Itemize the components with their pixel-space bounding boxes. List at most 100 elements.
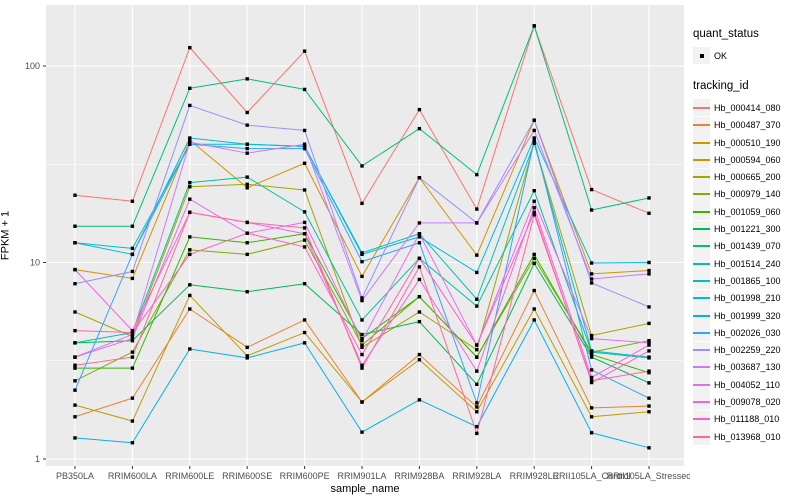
legend-item-label: OK (714, 50, 728, 61)
legend-key-box (693, 289, 710, 307)
data-point (245, 356, 249, 360)
data-point (73, 379, 77, 383)
data-point (188, 210, 192, 215)
data-point (417, 265, 422, 269)
data-point (360, 259, 364, 264)
legend-key-box (693, 168, 710, 186)
data-point (302, 238, 307, 242)
data-point (360, 430, 364, 434)
data-point (475, 347, 479, 352)
data-point (302, 49, 307, 53)
legend-key-box (693, 116, 710, 134)
data-point (130, 276, 135, 281)
data-point (647, 369, 651, 373)
data-point (475, 297, 479, 301)
legend-key-box (693, 47, 710, 65)
data-point (532, 252, 536, 257)
data-point (302, 282, 307, 286)
data-point (475, 304, 479, 308)
legend-item-Hb_000979_140: Hb_000979_140 (693, 185, 799, 203)
legend-item-Hb_002026_030: Hb_002026_030 (693, 324, 799, 342)
data-point (360, 352, 364, 357)
legend-item-label: Hb_004052_110 (714, 379, 780, 390)
data-point (302, 87, 307, 92)
data-point (188, 142, 192, 146)
legend-key-box (693, 203, 710, 221)
data-point (360, 366, 364, 370)
data-point (475, 221, 479, 225)
data-point (532, 261, 536, 266)
data-point (417, 319, 422, 324)
legend-item-Hb_001439_070: Hb_001439_070 (693, 237, 799, 255)
data-point (589, 261, 594, 265)
data-point (475, 405, 479, 409)
legend-item-Hb_004052_110: Hb_004052_110 (693, 376, 799, 394)
data-point (417, 277, 422, 282)
data-point (589, 187, 594, 192)
data-point (73, 310, 77, 314)
data-point (589, 379, 594, 383)
data-point (417, 398, 422, 402)
data-point (302, 318, 307, 322)
data-point (130, 224, 135, 228)
legend-color-line (693, 124, 710, 127)
legend-item-label: Hb_000594_060 (714, 154, 781, 165)
data-point (73, 224, 77, 228)
data-point (417, 294, 422, 299)
legend-item-Hb_000665_200: Hb_000665_200 (693, 168, 799, 186)
legend-item-label: Hb_000979_140 (714, 189, 781, 200)
data-point (589, 352, 594, 357)
data-point (302, 330, 307, 335)
legend-item-Hb_000414_080: Hb_000414_080 (693, 99, 799, 117)
ok-point-icon (699, 53, 704, 58)
data-point (360, 336, 364, 341)
data-point (188, 45, 192, 50)
legend-color-line (693, 435, 710, 438)
data-point (647, 321, 651, 326)
legend-key-box (693, 255, 710, 273)
legend-item-label: Hb_003687_130 (714, 362, 781, 373)
legend-item-label: Hb_009078_020 (714, 396, 781, 407)
data-point (130, 396, 135, 400)
data-point (532, 188, 536, 193)
legend: quant_status OK tracking_id Hb_000414_08… (693, 28, 799, 462)
data-point (589, 349, 594, 353)
legend-item-Hb_001514_240: Hb_001514_240 (693, 255, 799, 273)
data-point (360, 252, 364, 257)
data-point (245, 252, 249, 257)
data-point (245, 354, 249, 358)
data-point (130, 419, 135, 423)
data-point (532, 118, 536, 122)
data-point (417, 221, 422, 225)
data-point (417, 107, 422, 112)
data-point (532, 24, 536, 28)
legend-item-label: Hb_000665_200 (714, 172, 781, 183)
data-point (188, 138, 192, 142)
legend-key-box (693, 237, 710, 255)
data-point (188, 252, 192, 257)
data-point (302, 144, 307, 149)
data-point (245, 220, 249, 225)
data-point (589, 277, 594, 281)
data-point (302, 146, 307, 151)
data-point (245, 182, 249, 187)
data-point (417, 235, 422, 239)
data-point (532, 199, 536, 203)
data-point (589, 355, 594, 359)
legend-tracking-id-section: tracking_id Hb_000414_080 Hb_000487_370 Hb… (693, 80, 799, 446)
data-point (73, 282, 77, 286)
data-point (73, 328, 77, 333)
legend-color-line (693, 383, 710, 386)
legend-item-Hb_000510_190: Hb_000510_190 (693, 134, 799, 152)
data-point (188, 347, 192, 351)
legend-item-ok: OK (693, 47, 799, 65)
x-tick-label: RRIM600SE (222, 471, 272, 481)
data-point (73, 363, 77, 367)
data-point (589, 380, 594, 385)
data-point (589, 281, 594, 285)
data-point (532, 138, 536, 142)
legend-key-box (693, 376, 710, 394)
legend-color-line (693, 193, 710, 196)
data-point (532, 206, 536, 210)
